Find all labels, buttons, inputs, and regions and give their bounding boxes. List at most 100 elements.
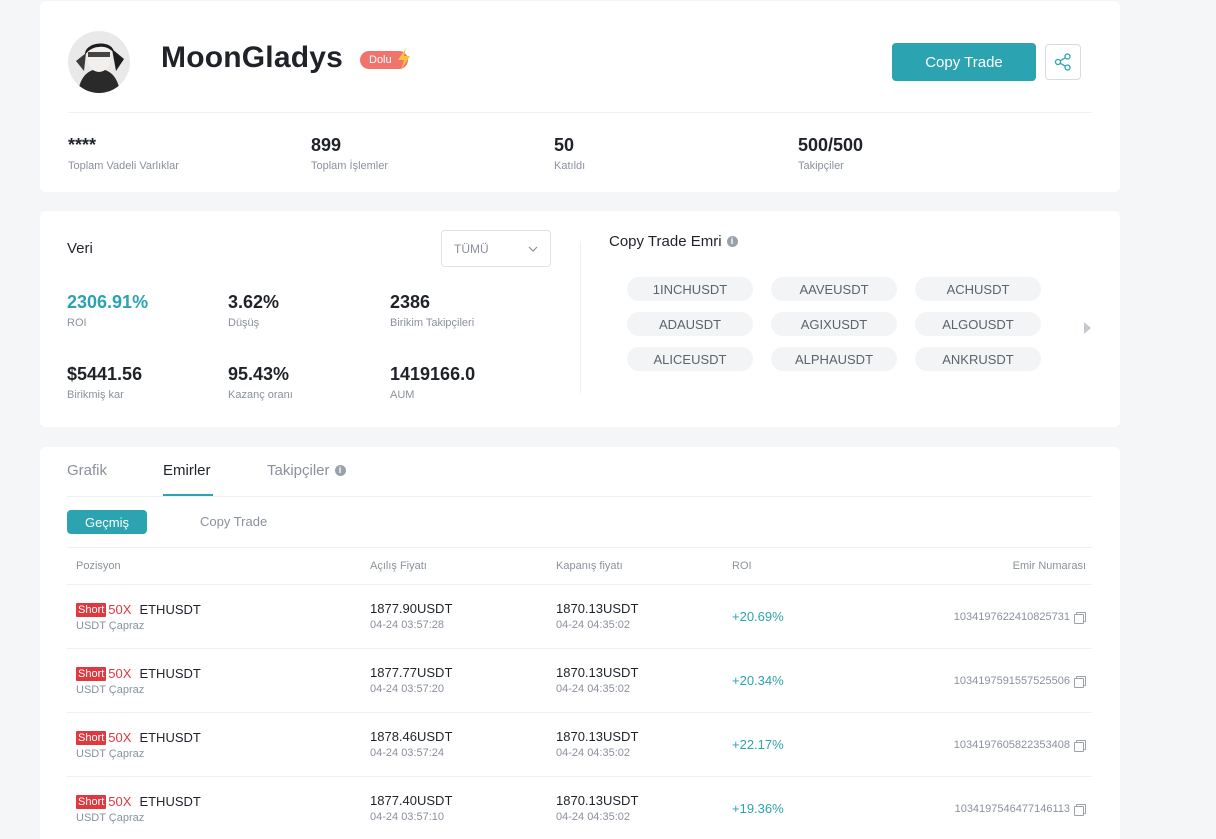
period-select[interactable]: TÜMÜ	[441, 230, 551, 267]
subtab-history[interactable]: Geçmiş	[67, 510, 147, 534]
pair-chip[interactable]: AGIXUSDT	[771, 312, 897, 336]
roi-value: +22.17%	[732, 737, 784, 752]
orders-card: Grafik Emirler Takipçiler i Geçmiş Copy …	[40, 447, 1120, 839]
order-id: 1034197546477146113	[954, 803, 1070, 815]
position-cell: Short 50X ETHUSDT USDT Çapraz	[76, 666, 201, 696]
copy-icon[interactable]	[1074, 675, 1086, 688]
position-cell: Short 50X ETHUSDT USDT Çapraz	[76, 730, 201, 760]
divider	[67, 547, 1092, 548]
tab-bar: Grafik Emirler Takipçiler i	[67, 447, 1092, 497]
divider	[580, 241, 581, 393]
close-price-cell: 1870.13USDT 04-24 04:35:02	[556, 601, 639, 631]
table-row: Short 50X ETHUSDT USDT Çapraz 1877.90USD…	[67, 584, 1092, 648]
data-title: Veri	[67, 240, 93, 257]
copy-icon[interactable]	[1074, 611, 1086, 624]
chevron-down-icon	[528, 246, 538, 252]
close-price-cell: 1870.13USDT 04-24 04:35:02	[556, 665, 639, 695]
margin-mode: USDT Çapraz	[76, 748, 145, 760]
symbol: ETHUSDT	[139, 602, 201, 617]
subtab-copy-trade[interactable]: Copy Trade	[200, 514, 268, 529]
order-id: 1034197605822353408	[953, 739, 1070, 751]
roi-value: +19.36%	[732, 801, 784, 816]
tab-orders[interactable]: Emirler	[163, 462, 211, 479]
order-id: 1034197622410825731	[953, 611, 1070, 623]
roi-value: +20.69%	[732, 609, 784, 624]
share-icon	[1054, 53, 1071, 71]
stat-roi: 2306.91% ROI	[67, 292, 149, 329]
side-tag: Short	[76, 602, 107, 617]
copy-icon[interactable]	[1074, 803, 1086, 816]
column-header-roi: ROI	[732, 560, 752, 572]
tab-chart[interactable]: Grafik	[67, 462, 108, 479]
leverage: 50X	[108, 794, 132, 809]
order-id-cell: 1034197546477146113	[954, 803, 1086, 816]
order-id-cell: 1034197591557525506	[953, 675, 1086, 688]
copy-icon[interactable]	[1074, 739, 1086, 752]
info-icon[interactable]: i	[334, 465, 346, 476]
position-cell: Short 50X ETHUSDT USDT Çapraz	[76, 794, 201, 824]
margin-mode: USDT Çapraz	[76, 620, 145, 632]
pair-chip[interactable]: ANKRUSDT	[915, 347, 1041, 371]
symbol: ETHUSDT	[139, 730, 201, 745]
side-tag: Short	[76, 794, 107, 809]
pair-chip[interactable]: ALGOUSDT	[915, 312, 1041, 336]
copy-trade-button[interactable]: Copy Trade	[892, 43, 1036, 81]
profile-card: MoonGladys Dolu Copy Trade **** Toplam V…	[40, 1, 1120, 192]
column-header-close-price: Kapanış fiyatı	[556, 560, 623, 572]
stat-cumulative-profit: $5441.56 Birikmiş kar	[67, 364, 143, 401]
symbol: ETHUSDT	[139, 794, 201, 809]
roi-value: +20.34%	[732, 673, 784, 688]
pair-chip[interactable]: ALPHAUSDT	[771, 347, 897, 371]
active-tab-indicator	[163, 494, 213, 496]
pair-chip[interactable]: 1INCHUSDT	[627, 277, 753, 301]
status-badge: Dolu	[360, 51, 408, 69]
margin-mode: USDT Çapraz	[76, 684, 145, 696]
tab-followers[interactable]: Takipçiler i	[267, 462, 346, 479]
share-button[interactable]	[1045, 44, 1081, 80]
info-icon[interactable]: i	[726, 236, 738, 247]
column-header-position: Pozisyon	[76, 560, 121, 572]
next-page-arrow-icon[interactable]	[1084, 322, 1091, 334]
trader-nickname: MoonGladys	[161, 41, 344, 74]
open-price-cell: 1878.46USDT 04-24 03:57:24	[370, 729, 453, 759]
stat-win-rate: 95.43% Kazanç oranı	[228, 364, 293, 401]
orders-table: Short 50X ETHUSDT USDT Çapraz 1877.90USD…	[67, 584, 1092, 839]
pair-chip[interactable]: ALICEUSDT	[627, 347, 753, 371]
side-tag: Short	[76, 730, 107, 745]
table-row: Short 50X ETHUSDT USDT Çapraz 1877.40USD…	[67, 776, 1092, 839]
table-row: Short 50X ETHUSDT USDT Çapraz 1878.46USD…	[67, 712, 1092, 776]
stat-cumulative-followers: 2386 Birikim Takipçileri	[390, 292, 475, 329]
divider	[68, 112, 1092, 113]
stat-aum: 1419166.0 AUM	[390, 364, 476, 401]
symbol: ETHUSDT	[139, 666, 201, 681]
order-id-cell: 1034197622410825731	[953, 611, 1086, 624]
pair-chip[interactable]: AAVEUSDT	[771, 277, 897, 301]
stat-total-futures-assets: **** Toplam Vadeli Varlıklar	[68, 135, 179, 172]
stat-total-trades: 899 Toplam İşlemler	[311, 135, 389, 172]
column-header-order-id: Emir Numarası	[1012, 560, 1086, 572]
column-header-open-price: Açılış Fiyatı	[370, 560, 427, 572]
order-id-cell: 1034197605822353408	[953, 739, 1086, 752]
stat-joined: 50 Katıldı	[554, 135, 586, 172]
avatar[interactable]	[68, 31, 130, 93]
side-tag: Short	[76, 666, 107, 681]
close-price-cell: 1870.13USDT 04-24 04:35:02	[556, 793, 639, 823]
period-select-value: TÜMÜ	[454, 241, 489, 256]
copy-trade-orders-title: Copy Trade Emri i	[609, 233, 738, 250]
margin-mode: USDT Çapraz	[76, 812, 145, 824]
close-price-cell: 1870.13USDT 04-24 04:35:02	[556, 729, 639, 759]
table-row: Short 50X ETHUSDT USDT Çapraz 1877.77USD…	[67, 648, 1092, 712]
leverage: 50X	[108, 730, 132, 745]
leverage: 50X	[108, 666, 132, 681]
open-price-cell: 1877.90USDT 04-24 03:57:28	[370, 601, 453, 631]
data-card: Veri TÜMÜ 2306.91% ROI 3.62% Düşüş 2386 …	[40, 211, 1120, 427]
open-price-cell: 1877.77USDT 04-24 03:57:20	[370, 665, 453, 695]
leverage: 50X	[108, 602, 132, 617]
order-id: 1034197591557525506	[953, 675, 1070, 687]
stat-drawdown: 3.62% Düşüş	[228, 292, 280, 329]
lightning-icon	[398, 48, 410, 70]
pair-chip[interactable]: ACHUSDT	[915, 277, 1041, 301]
stat-followers: 500/500 Takipçiler	[798, 135, 864, 172]
open-price-cell: 1877.40USDT 04-24 03:57:10	[370, 793, 453, 823]
pair-chip[interactable]: ADAUSDT	[627, 312, 753, 336]
